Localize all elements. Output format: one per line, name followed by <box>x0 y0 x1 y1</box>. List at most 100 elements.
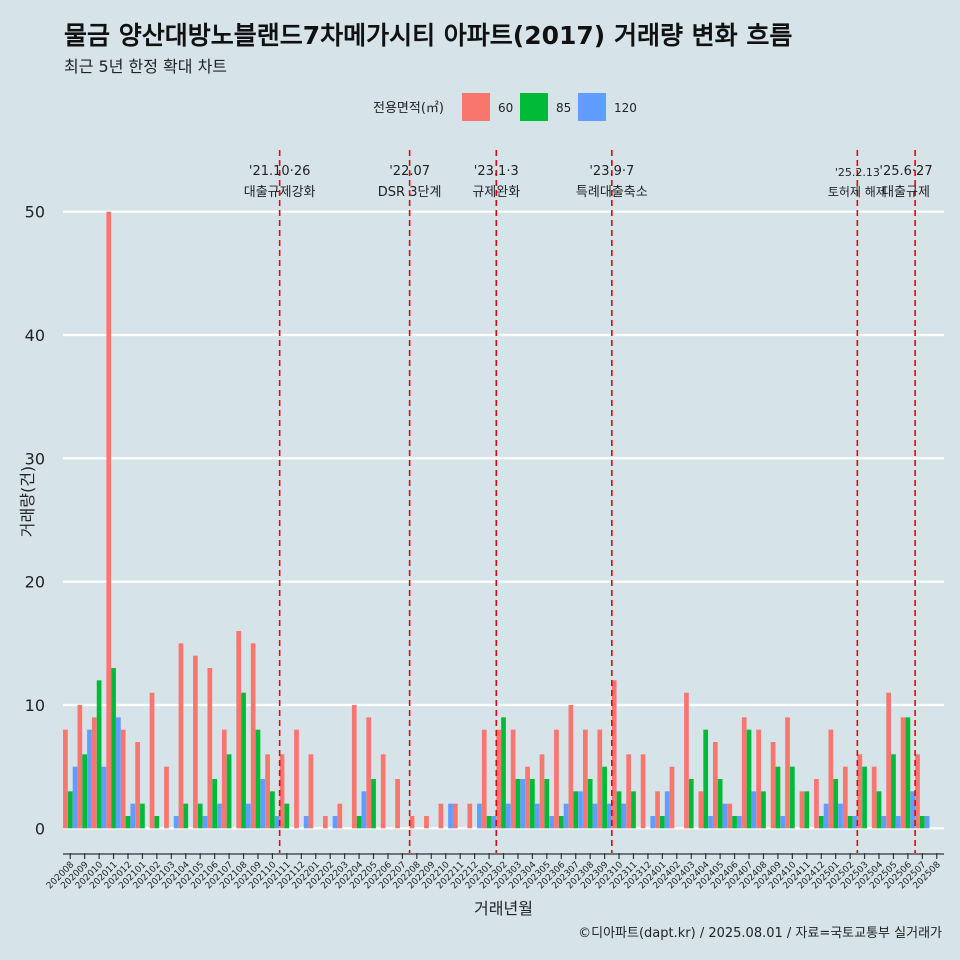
bar-85-202102 <box>154 816 160 829</box>
bar-120-202108 <box>245 803 251 829</box>
bar-85-202111 <box>284 803 290 829</box>
bar-60-202211 <box>452 803 458 829</box>
bar-60-202008 <box>63 729 68 829</box>
bar-120-202301 <box>491 816 497 829</box>
y-tick-label: 30 <box>25 449 45 468</box>
bar-120-202401 <box>664 791 670 829</box>
bar-120-202307 <box>578 791 583 829</box>
bar-60-202307 <box>568 705 574 829</box>
bar-60-202102 <box>149 692 155 829</box>
bar-60-202203 <box>337 803 343 829</box>
bar-60-202412 <box>814 779 819 829</box>
bar-60-202107 <box>221 729 227 829</box>
bar-120-202212 <box>477 803 482 829</box>
y-tick-label: 10 <box>25 696 45 715</box>
event-date: '25.6·27 <box>879 164 932 179</box>
event-label: 특례대출축소 <box>576 185 648 200</box>
legend-label: 60 <box>498 101 513 115</box>
event-date: '23.1·3 <box>474 164 519 179</box>
bar-120-202011 <box>116 717 121 829</box>
bar-60-202208 <box>409 816 415 829</box>
bar-85-202204 <box>356 816 362 829</box>
bar-60-202403 <box>684 692 689 829</box>
bar-60-202010 <box>91 717 97 829</box>
bar-120-202204 <box>361 791 367 829</box>
bar-85-202108 <box>241 692 246 829</box>
bar-85-202412 <box>818 816 824 829</box>
bar-60-202502 <box>842 766 848 829</box>
event-label: 규제완화 <box>472 185 520 200</box>
bar-60-202105 <box>193 655 198 829</box>
bar-85-202310 <box>616 791 622 829</box>
bar-85-202205 <box>371 779 376 829</box>
bar-120-202008 <box>72 766 78 829</box>
bar-120-202103 <box>173 816 179 829</box>
bar-60-202503 <box>857 754 863 829</box>
x-axis-title: 거래년월 <box>474 899 533 918</box>
bar-60-202106 <box>207 668 213 829</box>
bar-60-202206 <box>380 754 386 829</box>
bar-60-202409 <box>770 742 776 829</box>
chart-title: 물금 양산대방노블랜드7차메가시티 아파트(2017) 거래량 변화 흐름 <box>64 21 793 50</box>
bar-120-202105 <box>202 816 208 829</box>
bar-60-202009 <box>77 705 83 829</box>
bar-60-202210 <box>438 803 444 829</box>
bar-85-202105 <box>197 803 203 829</box>
event-date: '22.07 <box>389 164 430 179</box>
bar-120-202306 <box>563 803 569 829</box>
bar-60-202104 <box>178 643 184 829</box>
bar-60-202507 <box>915 754 920 829</box>
bar-85-202101 <box>140 803 145 829</box>
bar-60-202110 <box>265 754 270 829</box>
bar-60-202011 <box>106 211 112 829</box>
bar-60-202501 <box>828 729 834 829</box>
legend-swatch-85 <box>520 93 548 121</box>
chart-subtitle: 최근 5년 한정 확대 차트 <box>64 57 228 76</box>
y-tick-label: 40 <box>25 326 45 345</box>
bar-60-202309 <box>597 729 603 829</box>
bar-60-202212 <box>467 803 473 829</box>
bar-120-202106 <box>217 803 222 829</box>
bar-60-202402 <box>669 766 675 829</box>
bar-60-202112 <box>294 729 299 829</box>
bar-120-202501 <box>838 803 843 829</box>
bar-120-202303 <box>520 779 526 829</box>
bar-120-202009 <box>87 729 92 829</box>
bar-60-202308 <box>582 729 588 829</box>
bar-85-202305 <box>544 779 550 829</box>
legend-swatch-120 <box>578 93 606 121</box>
bar-85-202011 <box>111 668 116 829</box>
bar-85-202308 <box>587 779 593 829</box>
bar-85-202110 <box>270 791 275 829</box>
bar-60-202101 <box>135 742 140 829</box>
bar-120-202404 <box>708 816 713 829</box>
bar-85-202010 <box>96 680 102 829</box>
bar-60-202202 <box>323 816 328 829</box>
bar-120-202505 <box>895 816 901 829</box>
bar-120-202310 <box>621 803 627 829</box>
legend-swatch-60 <box>462 93 490 121</box>
bar-120-202305 <box>549 816 555 829</box>
bar-60-202103 <box>164 766 169 829</box>
bar-60-202310 <box>611 680 617 829</box>
bar-85-202503 <box>862 766 867 829</box>
bar-60-202012 <box>120 729 126 829</box>
bar-120-202109 <box>260 779 266 829</box>
bar-120-202506 <box>910 791 916 829</box>
y-tick-label: 0 <box>35 819 45 838</box>
bar-120-202302 <box>505 803 511 829</box>
bar-120-202110 <box>274 816 280 829</box>
y-axis-title: 거래량(건) <box>18 466 37 537</box>
legend-label: 85 <box>556 101 571 115</box>
bar-85-202507 <box>919 816 925 829</box>
bar-85-202410 <box>789 766 795 829</box>
bar-60-202303 <box>510 729 516 829</box>
bar-60-202312 <box>640 754 646 829</box>
bar-120-202012 <box>130 803 136 829</box>
bar-60-202109 <box>250 643 256 829</box>
bar-60-202301 <box>481 729 487 829</box>
bar-60-202311 <box>626 754 632 829</box>
bar-60-202411 <box>799 791 805 829</box>
bar-85-202504 <box>876 791 882 829</box>
legend-label: 120 <box>614 101 637 115</box>
